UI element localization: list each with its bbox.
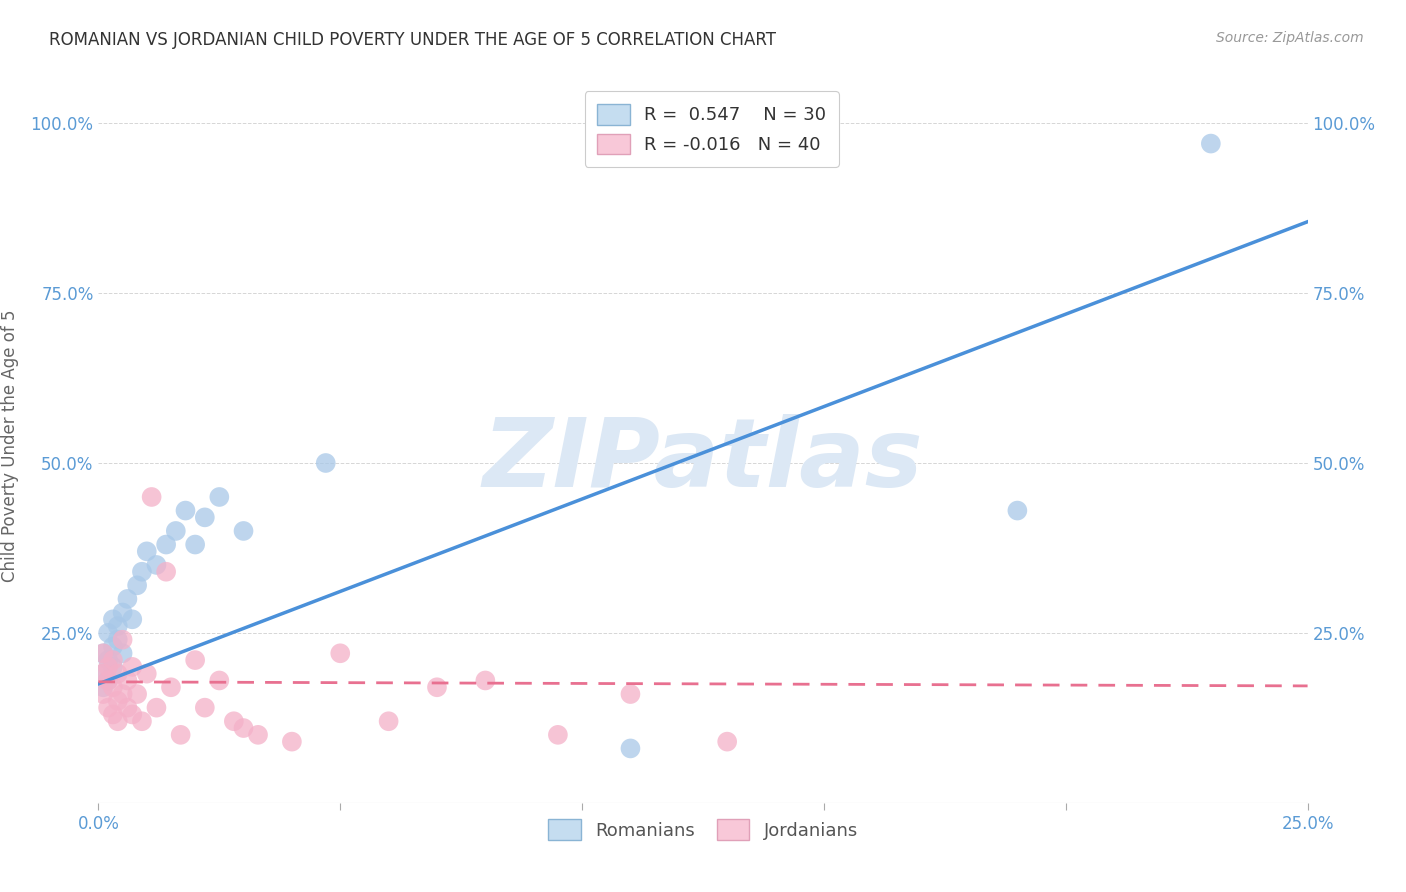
Point <box>101 660 124 674</box>
Point <box>165 524 187 538</box>
Point <box>145 558 167 572</box>
Point <box>131 565 153 579</box>
Point <box>474 673 496 688</box>
Point <box>117 673 139 688</box>
Point <box>101 707 124 722</box>
Point <box>145 700 167 714</box>
Point <box>547 728 569 742</box>
Point <box>141 490 163 504</box>
Point <box>101 653 124 667</box>
Point <box>107 619 129 633</box>
Point <box>426 680 449 694</box>
Point <box>107 666 129 681</box>
Point <box>174 503 197 517</box>
Point <box>91 646 114 660</box>
Point <box>619 687 641 701</box>
Point <box>160 680 183 694</box>
Point <box>117 700 139 714</box>
Text: Source: ZipAtlas.com: Source: ZipAtlas.com <box>1216 31 1364 45</box>
Point <box>117 591 139 606</box>
Point <box>91 687 114 701</box>
Point <box>111 646 134 660</box>
Point <box>208 673 231 688</box>
Point <box>97 673 120 688</box>
Point <box>111 632 134 647</box>
Point <box>131 714 153 729</box>
Point <box>111 606 134 620</box>
Point <box>194 700 217 714</box>
Point <box>101 680 124 694</box>
Point <box>111 687 134 701</box>
Point <box>247 728 270 742</box>
Point <box>135 666 157 681</box>
Point <box>97 673 120 688</box>
Point <box>184 653 207 667</box>
Point <box>107 714 129 729</box>
Y-axis label: Child Poverty Under the Age of 5: Child Poverty Under the Age of 5 <box>1 310 20 582</box>
Point <box>101 640 124 654</box>
Point <box>97 700 120 714</box>
Point <box>232 524 254 538</box>
Point <box>232 721 254 735</box>
Point <box>121 660 143 674</box>
Point <box>127 687 149 701</box>
Point <box>127 578 149 592</box>
Point <box>107 694 129 708</box>
Point <box>194 510 217 524</box>
Legend: Romanians, Jordanians: Romanians, Jordanians <box>541 812 865 847</box>
Point <box>222 714 245 729</box>
Point <box>91 646 114 660</box>
Point <box>377 714 399 729</box>
Point <box>169 728 191 742</box>
Point <box>107 632 129 647</box>
Point <box>281 734 304 748</box>
Point <box>97 653 120 667</box>
Point <box>155 537 177 551</box>
Point <box>1199 136 1222 151</box>
Point <box>135 544 157 558</box>
Point <box>101 612 124 626</box>
Point <box>97 660 120 674</box>
Point <box>329 646 352 660</box>
Point <box>91 666 114 681</box>
Point <box>91 680 114 694</box>
Point <box>1007 503 1029 517</box>
Point <box>97 626 120 640</box>
Text: ROMANIAN VS JORDANIAN CHILD POVERTY UNDER THE AGE OF 5 CORRELATION CHART: ROMANIAN VS JORDANIAN CHILD POVERTY UNDE… <box>49 31 776 49</box>
Text: ZIPatlas: ZIPatlas <box>482 414 924 507</box>
Point <box>121 707 143 722</box>
Point <box>619 741 641 756</box>
Point <box>91 666 114 681</box>
Point <box>121 612 143 626</box>
Point <box>716 734 738 748</box>
Point <box>184 537 207 551</box>
Point <box>155 565 177 579</box>
Point <box>315 456 337 470</box>
Point <box>208 490 231 504</box>
